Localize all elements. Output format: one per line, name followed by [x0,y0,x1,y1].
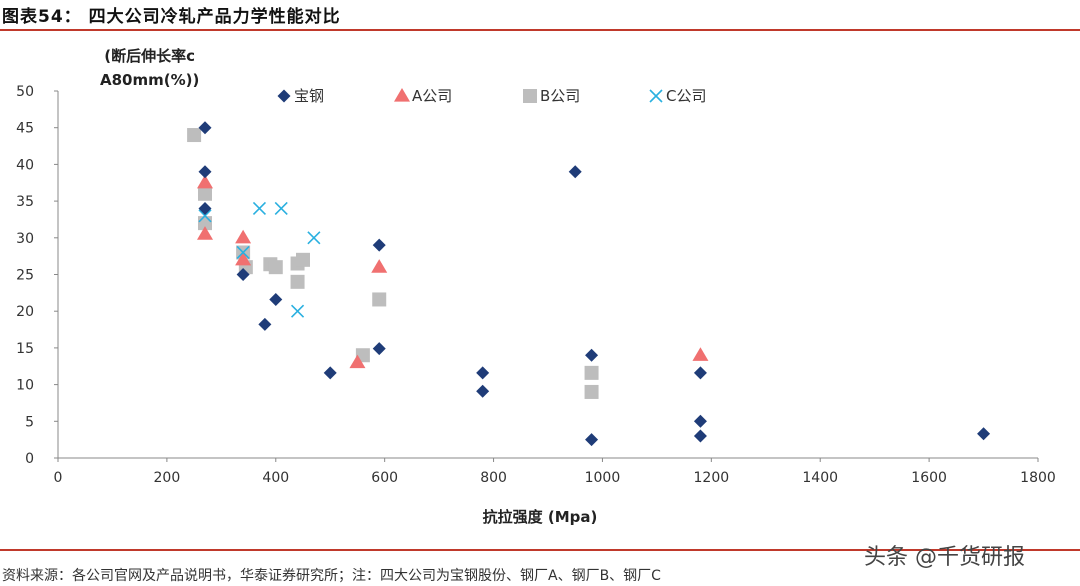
x-tick-label: 400 [262,470,289,486]
x-tick-label: 1000 [585,470,621,486]
y-axis-label: (断后伸长率c A80mm(%)) [100,47,200,89]
x-axis-label: 抗拉强度 (Mpa) [482,508,598,526]
data-point [296,252,310,267]
data-point [349,354,366,369]
data-point [476,384,490,398]
top-rule [0,29,1080,31]
data-point [693,414,707,428]
source-note: 资料来源：各公司官网及产品说明书，华泰证券研究所；注：四大公司为宝钢股份、钢厂A… [2,568,661,584]
data-point [977,427,991,441]
data-point [235,251,252,266]
data-point [197,226,213,240]
data-point [198,121,212,135]
watermark: 头条 @千货研报 [864,545,1025,570]
x-tick-label: 1400 [802,470,838,486]
data-point [584,365,599,380]
x-tick-label: 1800 [1020,470,1056,486]
bottom-rule [0,549,1080,551]
y-tick-label: 25 [16,268,34,284]
data-point [290,304,305,318]
y-tick-label: 45 [16,121,34,137]
data-point [187,128,202,143]
figure-title: 图表54： 四大公司冷轧产品力学性能对比 [2,7,341,27]
data-point [236,268,250,281]
data-point [235,229,252,244]
y-tick-label: 30 [16,231,34,247]
data-point [568,165,582,179]
data-point [693,366,707,380]
data-point [198,186,212,201]
x-tick-label: 1200 [694,470,730,486]
x-tick-label: 1600 [911,470,947,486]
data-point [197,174,213,189]
data-point [198,209,212,223]
data-point [372,292,387,307]
data-point [693,429,707,443]
data-point [198,165,212,179]
data-point [307,231,321,245]
legend-marker [277,89,291,103]
y-tick-label: 15 [16,341,34,357]
data-point [584,384,599,399]
x-tick-label: 600 [371,470,398,486]
legend-label: A公司 [412,87,452,105]
data-point [585,348,599,362]
y-tick-label: 5 [25,414,34,430]
data-point [269,292,283,306]
legend-marker [394,88,410,102]
legend-label: 宝钢 [294,87,324,105]
data-point [372,342,386,356]
y-tick-label: 10 [16,378,34,394]
data-point [476,366,490,380]
y-tick-label: 40 [16,157,34,173]
data-point [198,201,212,215]
title-bar: 图表54： 四大公司冷轧产品力学性能对比 [0,0,1080,30]
data-point [258,317,272,331]
data-point [372,238,386,252]
x-tick-label: 200 [154,470,181,486]
data-point [290,274,305,289]
data-point [323,366,337,380]
data-point [236,245,250,260]
x-tick-label: 800 [480,470,507,486]
legend-label: C公司 [666,87,706,105]
legend-marker [523,89,537,103]
y-tick-label: 35 [16,194,34,210]
data-point [585,433,599,447]
y-tick-label: 20 [16,304,34,320]
y-tick-label: 50 [16,84,34,100]
data-point [274,201,288,216]
data-point [692,347,709,361]
legend-marker [649,89,663,103]
data-point [268,260,283,275]
x-tick-label: 0 [54,470,63,486]
y-tick-label: 0 [25,451,34,467]
data-point [252,201,267,216]
data-point [371,259,388,273]
legend-label: B公司 [540,87,580,105]
